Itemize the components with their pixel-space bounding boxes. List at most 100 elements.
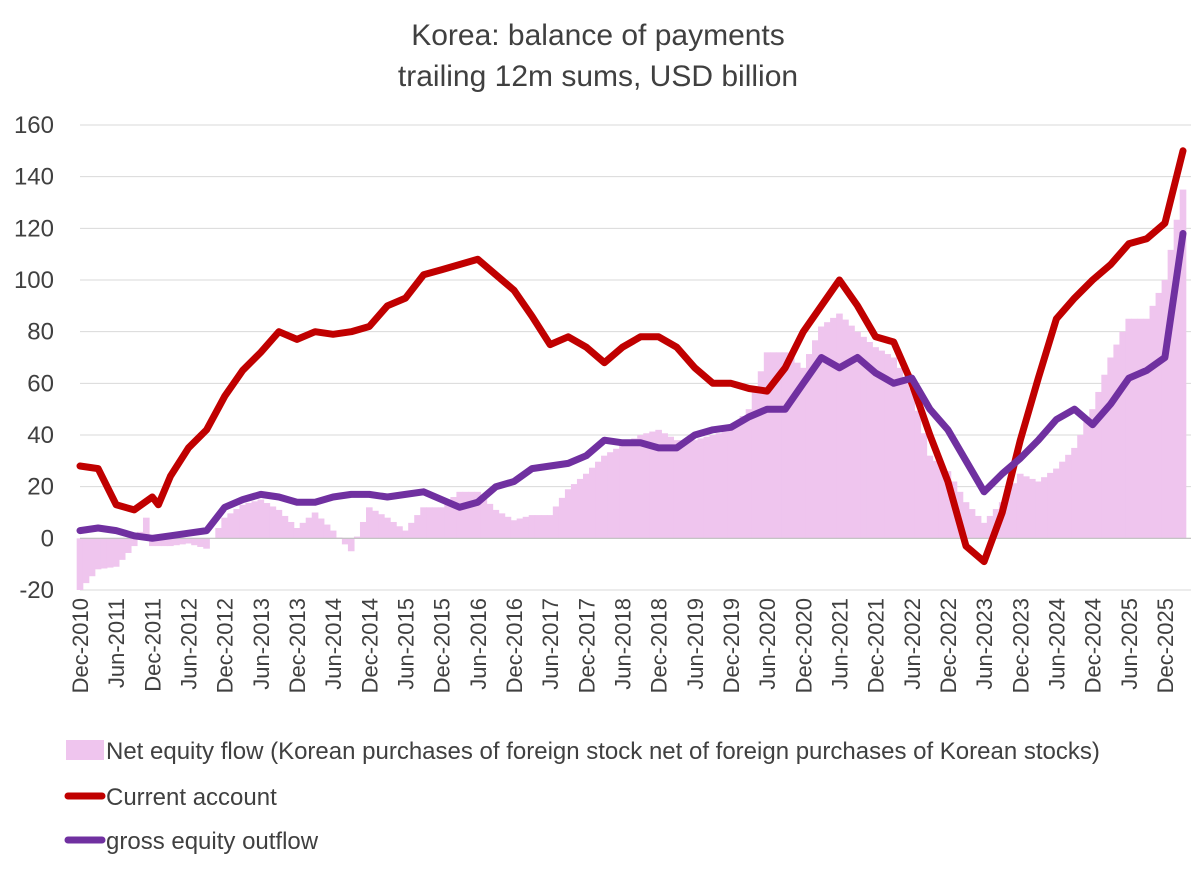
net-equity-flow-bar [142,517,150,539]
net-equity-flow-bar [1095,391,1102,539]
net-equity-flow-bar [1149,305,1157,539]
net-equity-flow-bar [799,367,807,539]
series-lines [76,147,1187,566]
net-equity-flow-bar [576,478,584,539]
net-equity-flow-bar [161,538,168,547]
net-equity-flow-bar [1167,249,1175,539]
net-equity-flow-bar [269,506,277,539]
net-equity-flow-bar [462,491,470,539]
x-tick-label: Dec-2021 [864,598,889,693]
net-equity-flow-bar [1010,483,1018,539]
x-tick-label: Dec-2018 [647,598,672,693]
net-equity-flow-bar [914,410,922,539]
net-equity-flow-bar [1107,357,1114,539]
net-equity-flow-bar [890,357,898,539]
net-equity-flow-bar [486,503,494,539]
net-equity-flow-bar [697,438,705,539]
net-equity-flow-bar [920,433,928,539]
net-equity-flow-bar [745,409,753,539]
x-tick-label: Jun-2019 [683,598,708,690]
net-equity-flow-bar [673,440,681,539]
net-equity-flow-bar [896,367,904,539]
current-account-line [76,147,1187,566]
net-equity-flow-bar [721,431,729,539]
net-equity-flow-bar [245,503,253,539]
net-equity-flow-bar [685,440,693,539]
net-equity-flow-bar [106,538,114,568]
net-equity-flow-bar [257,499,265,539]
net-equity-flow-bar [679,440,687,539]
net-equity-flow-bar [775,352,783,539]
net-equity-flow-bar [504,516,512,539]
net-equity-flow-bar [691,440,699,539]
net-equity-flow-bar [1053,468,1060,539]
net-equity-flow-bar [329,530,337,539]
net-equity-flow-bar [420,507,427,539]
net-equity-flow-bar [432,507,439,539]
net-equity-flow-bar [805,354,813,539]
net-equity-flow-bar [1101,374,1108,539]
net-equity-flow-bar [402,530,409,539]
net-equity-flow-bar [408,522,415,539]
net-equity-flow-bar [1041,477,1048,539]
net-equity-flow-bar [221,517,228,539]
net-equity-flow-bar [1047,472,1054,539]
x-tick-label: Dec-2023 [1008,598,1033,693]
net-equity-flow-bar [727,429,735,539]
net-equity-flow-bar [396,526,403,539]
net-equity-flow-bar [763,352,771,539]
chart-title: Korea: balance of payments [411,19,785,52]
net-equity-flow-bar [655,429,662,539]
net-equity-flow-bar [390,521,397,539]
x-tick-label: Jun-2015 [394,598,419,690]
net-equity-flow-bar [1022,476,1030,539]
net-equity-flow-bar [552,506,560,539]
net-equity-flow-bar [1035,481,1042,539]
net-equity-flow-bar [94,538,102,570]
net-equity-flow-bar [938,466,946,539]
net-equity-flow-bar [607,452,614,539]
net-equity-flow-bar [76,538,84,590]
net-equity-flow-bar [118,538,126,560]
legend-label: gross equity outflow [106,828,319,855]
net-equity-flow-bar [769,352,777,539]
legend-label: Net equity flow (Korean purchases of for… [106,738,1100,765]
net-equity-flow-bar [88,538,96,577]
x-tick-label: Jun-2021 [827,598,852,690]
net-equity-flow-bar [1083,422,1090,539]
net-equity-flow-bar [317,518,325,539]
x-tick-label: Jun-2013 [249,598,274,690]
net-equity-flow-bar [558,497,566,539]
net-equity-flow-bar [1113,344,1121,539]
y-axis-tick-labels: 160 140 120 100 80 60 40 20 0 -20 [14,112,54,604]
net-equity-flow-bar [908,388,916,539]
net-equity-flow-bar [474,491,482,539]
x-tick-label: Jun-2020 [755,598,780,690]
y-tick-label: -20 [19,577,54,604]
net-equity-flow-bar [426,507,433,539]
net-equity-flow-bar [414,515,421,539]
x-axis-tick-labels: Dec-2010 Jun-2011 Dec-2011 Jun-2012 Dec-2012… [68,598,1178,693]
x-tick-label: Dec-2012 [213,598,238,693]
x-tick-label: Dec-2019 [719,598,744,693]
net-equity-flow-bar [926,455,934,539]
net-equity-flow-bar [613,448,620,539]
x-tick-label: Dec-2022 [936,598,961,693]
net-equity-flow-bar [528,515,536,539]
net-equity-flow-bar [492,509,500,539]
net-equity-flow-bar [793,362,801,539]
legend-swatch-net-equity-flow [66,740,104,760]
net-equity-flow-bar [130,538,138,547]
net-equity-flow-bar [830,317,837,539]
net-equity-flow-bar [836,313,843,539]
net-equity-flow-bar [203,538,210,549]
net-equity-flow-bar [311,512,319,539]
net-equity-flow-bar [1131,318,1139,539]
net-equity-flow-bar [631,438,638,539]
net-equity-flow-bar [878,350,885,539]
net-equity-flow-bar [818,326,825,539]
x-tick-label: Dec-2014 [357,598,382,693]
x-tick-label: Dec-2016 [502,598,527,693]
net-equity-flow-bar [962,502,970,539]
